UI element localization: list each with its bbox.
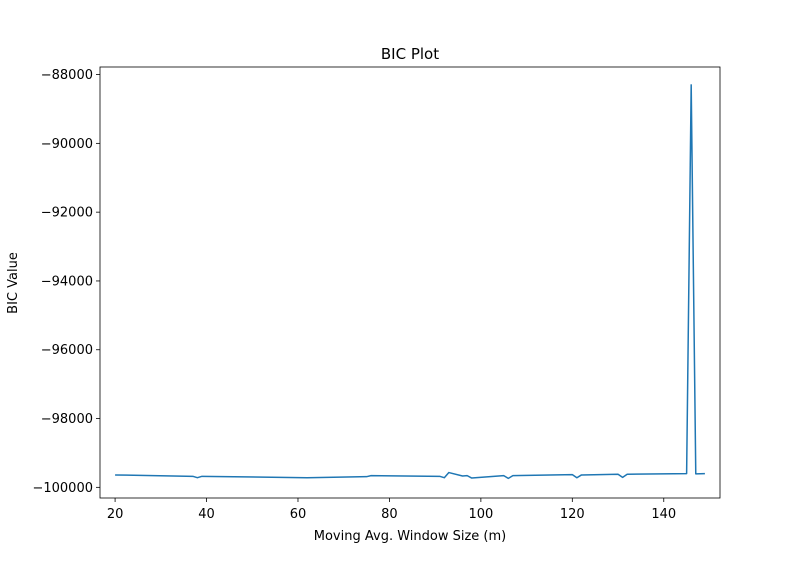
y-tick-label: −98000 xyxy=(41,412,93,427)
y-tick-label: −94000 xyxy=(41,274,93,289)
x-tick-label: 20 xyxy=(107,507,124,522)
series-line-0 xyxy=(115,84,705,480)
y-axis: −100000 −98000 −96000 −94000 −92000 −90000 −88… xyxy=(32,68,100,496)
x-axis-label: Moving Avg. Window Size (m) xyxy=(314,529,506,544)
x-tick-label: 120 xyxy=(560,507,585,522)
y-tick-label: −96000 xyxy=(41,343,93,358)
chart-title: BIC Plot xyxy=(381,45,439,63)
x-tick-label: 100 xyxy=(468,507,493,522)
plot-area xyxy=(99,66,721,499)
y-tick-label: −90000 xyxy=(41,137,93,152)
x-tick-label: 60 xyxy=(290,507,307,522)
y-tick-label: −92000 xyxy=(41,206,93,221)
plot-frame xyxy=(99,66,721,499)
x-tick-label: 80 xyxy=(381,507,398,522)
y-tick-label: −88000 xyxy=(41,68,93,83)
x-tick-label: 40 xyxy=(198,507,215,522)
x-tick-label: 140 xyxy=(651,507,676,522)
y-tick-label: −100000 xyxy=(32,481,93,496)
x-axis: 20 40 60 80 100 120 140 xyxy=(107,498,676,522)
y-axis-label: BIC Value xyxy=(6,252,21,314)
